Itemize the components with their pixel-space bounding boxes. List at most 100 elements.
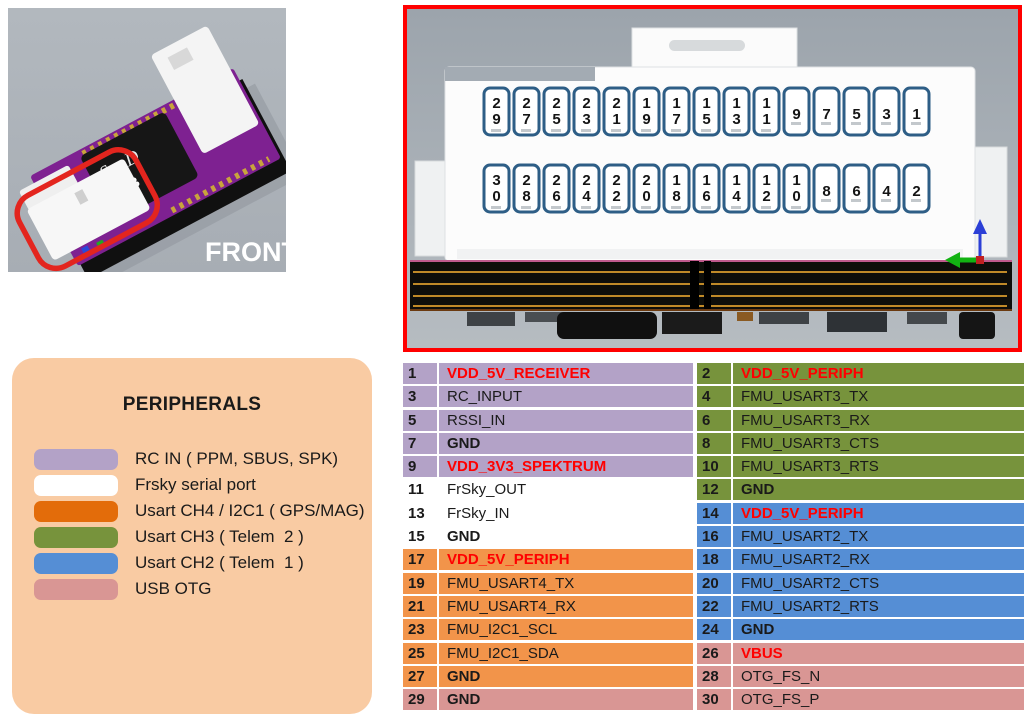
pin-signal: FMU_I2C1_SCL: [439, 619, 693, 641]
usart-ch3-label: Usart CH3 ( Telem 2 ): [135, 527, 304, 546]
pin-number: 29: [403, 689, 437, 711]
pin-number: 22: [697, 595, 731, 617]
pin-row-18: 18 FMU_USART2_RX: [697, 549, 1024, 571]
pin-box-15: [692, 86, 721, 137]
pin-number: 16: [697, 526, 731, 548]
pin-row-13: 13 FrSky_IN: [403, 502, 693, 524]
pin-signal: FMU_USART3_RTS: [733, 456, 1024, 478]
pin-box-20: [632, 163, 661, 214]
board-led-green: [96, 239, 105, 248]
pin-number: 9: [403, 456, 437, 478]
connector-body-base: [457, 249, 963, 259]
pin-number: 23: [403, 619, 437, 641]
pin-row-21: 21 FMU_USART4_RX: [403, 595, 693, 617]
rc-in-swatch: [34, 448, 118, 470]
pin-table-right-column: 2 VDD_5V_PERIPH 4 FMU_USART3_TX 6 FMU_USART3_…: [697, 363, 1024, 712]
pin-box-10: [782, 163, 811, 214]
usb-otg-swatch: [34, 578, 118, 600]
pin-number: 24: [697, 619, 731, 641]
pin-number: 6: [697, 409, 731, 431]
pin-signal: GND: [439, 526, 693, 548]
pin-box-21: [602, 86, 631, 137]
pin-row-4: 4 FMU_USART3_TX: [697, 386, 1024, 408]
pin-signal: GND: [439, 689, 693, 711]
pin-row-3: 3 RC_INPUT: [403, 386, 693, 408]
pin-slot-mark: [761, 206, 771, 209]
usart-ch3-swatch: [34, 526, 118, 548]
pin-row-20: 20 FMU_USART2_CTS: [697, 572, 1024, 594]
front-connector-latch: [74, 189, 89, 205]
pin-row-10: 10 FMU_USART3_RTS: [697, 456, 1024, 478]
pin-number: 4: [697, 386, 731, 408]
pin-box-22: [602, 163, 631, 214]
pin-row-7: 7 GND: [403, 432, 693, 454]
pin-signal: FMU_USART2_RTS: [733, 595, 1024, 617]
pin-slot-mark: [821, 122, 831, 125]
front-connector: [27, 159, 150, 260]
pin-signal: FMU_USART4_TX: [439, 572, 693, 594]
pin-slot-mark: [701, 129, 711, 132]
axis-x-arrowhead: [945, 252, 960, 268]
pin-row-23: 23 FMU_I2C1_SCL: [403, 619, 693, 641]
pin-box-30: [482, 163, 511, 214]
pin-row-6: 6 FMU_USART3_RX: [697, 409, 1024, 431]
pin-row-25: 25 FMU_I2C1_SDA: [403, 642, 693, 664]
pin-slot-mark: [911, 199, 921, 202]
pin-slot-mark: [491, 129, 501, 132]
pin-row-9: 9 VDD_3V3_SPEKTRUM: [403, 456, 693, 478]
pin-signal: GND: [733, 479, 1024, 501]
legend-item-usart-ch4: Usart CH4 / I2C1 ( GPS/MAG): [34, 498, 372, 524]
pcb-divider-bar-2: [704, 261, 711, 311]
pin-row-11: 11 FrSky_OUT: [403, 479, 693, 501]
usart-ch4-label: Usart CH4 / I2C1 ( GPS/MAG): [135, 501, 365, 520]
usart-ch4-swatch: [34, 500, 118, 522]
pin-number: 17: [403, 549, 437, 571]
legend-item-rc-in: RC IN ( PPM, SBUS, SPK): [34, 446, 372, 472]
pin-number: 2: [697, 363, 731, 384]
pin-row-12: 12 GND: [697, 479, 1024, 501]
pin-box-1: [902, 86, 931, 137]
front-label: FRONT: [205, 237, 286, 267]
pin-signal: GND: [439, 665, 693, 687]
legend-item-usart-ch3: Usart CH3 ( Telem 2 ): [34, 524, 372, 550]
frsky-serial-label: Frsky serial port: [135, 475, 256, 494]
pin-row-15: 15 GND: [403, 526, 693, 548]
pin-row-28: 28 OTG_FS_N: [697, 665, 1024, 687]
legend-title: PERIPHERALS: [122, 394, 262, 415]
pin-row-top: 2 9 2 7 2 5 2 3 2 1 1 9 1 7 1 5 1 3 1 1 9 7 5 3 1: [482, 86, 931, 137]
pin-box-7: [812, 86, 841, 137]
pin-box-26: [542, 163, 571, 214]
axis-z-arrowhead: [973, 219, 987, 234]
pin-box-11: [752, 86, 781, 137]
pin-box-6: [842, 163, 871, 214]
pin-box-17: [662, 86, 691, 137]
pin-slot-mark: [491, 206, 501, 209]
pin-box-label: 5: [852, 106, 860, 123]
pin-signal: VDD_3V3_SPEKTRUM: [439, 456, 693, 478]
pin-signal: RSSI_IN: [439, 409, 693, 431]
pin-slot-mark: [611, 129, 621, 132]
pin-box-12: [752, 163, 781, 214]
pin-slot-mark: [881, 122, 891, 125]
pin-row-30: 30 OTG_FS_P: [697, 689, 1024, 711]
frsky-serial-swatch: [34, 474, 118, 496]
pin-signal: FMU_USART3_RX: [733, 409, 1024, 431]
pin-signal: OTG_FS_P: [733, 689, 1024, 711]
pin-signal: FMU_USART4_RX: [439, 595, 693, 617]
pin-row-14: 14 VDD_5V_PERIPH: [697, 502, 1024, 524]
pin-slot-mark: [521, 129, 531, 132]
pin-slot-mark: [731, 206, 741, 209]
pin-slot-mark: [671, 206, 681, 209]
pin-slot-mark: [581, 129, 591, 132]
pin-slot-mark: [641, 129, 651, 132]
connector-shoulder-step: [445, 67, 595, 81]
pin-box-4: [872, 163, 901, 214]
pin-row-17: 17 VDD_5V_PERIPH: [403, 549, 693, 571]
